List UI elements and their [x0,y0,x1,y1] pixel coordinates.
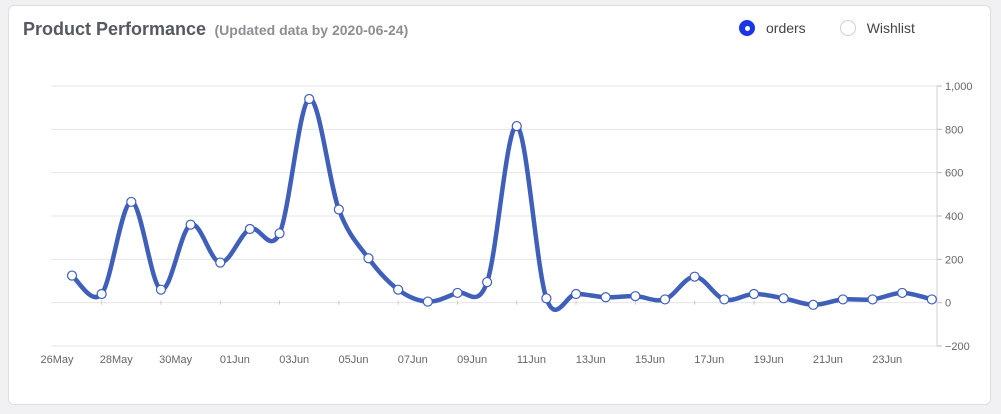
legend-label-wishlist: Wishlist [866,20,915,36]
x-tick-label: 07Jun [398,354,428,366]
data-point [659,294,671,305]
data-point [778,293,789,304]
data-point [363,253,374,264]
legend-item-wishlist[interactable]: Wishlist [839,20,915,36]
y-tick-label: −200 [945,341,970,353]
data-point [482,276,493,288]
data-point [897,287,908,299]
x-tick-label: 15Jun [635,354,665,366]
data-point [926,294,937,305]
series-line-orders [69,96,935,312]
data-point [570,288,582,300]
x-tick-label: 11Jun [517,354,546,366]
data-point [185,219,196,230]
data-point [748,288,760,300]
data-point [511,120,522,132]
x-tick-label: 17Jun [694,354,724,366]
x-tick-label: 01Jun [220,354,250,366]
x-tick-label: 05Jun [339,354,369,366]
data-point [808,299,819,310]
legend-label-orders: orders [766,20,806,36]
data-point [96,288,107,300]
data-point [452,287,463,299]
data-point [393,284,404,295]
data-point [66,270,78,281]
x-tick-label: 28May [100,354,134,366]
data-point [126,196,137,208]
data-point [541,293,552,304]
y-tick-label: 1,000 [945,81,973,93]
data-point [422,296,433,307]
x-tick-label: 21Jun [813,354,843,366]
data-point [215,257,226,268]
data-point [274,228,285,239]
data-point [333,204,344,215]
radio-unchecked-icon [839,20,856,36]
line-chart: 1,000 800 600 400 200 0 −200 26May 28May 30May 01J… [40,81,973,366]
data-point [719,294,730,305]
data-point [867,294,878,305]
data-point [244,223,255,235]
x-tick-label: 19Jun [754,354,784,366]
data-point [600,292,611,303]
x-tick-label: 03Jun [279,354,309,366]
radio-checked-icon [739,20,755,36]
chart-header: Product Performance (Updated data by 202… [23,19,408,40]
x-tick-label: 30May [159,354,193,366]
y-tick-label: 800 [945,124,963,136]
y-tick-label: 600 [945,168,963,180]
legend-item-orders[interactable]: orders [739,20,806,36]
chart-legend: orders Wishlist [739,20,915,36]
data-point [304,93,315,105]
chart-title: Product Performance [23,19,207,39]
x-tick-label: 13Jun [576,354,606,366]
x-tick-label: 26May [40,354,74,366]
y-tick-label: 200 [945,254,963,266]
data-point [155,284,167,295]
chart-subtitle: (Updated data by 2020-06-24) [214,22,409,38]
data-point [630,291,641,302]
x-tick-label: 09Jun [457,354,487,366]
chart-card: Product Performance (Updated data by 202… [8,5,991,405]
data-point [837,294,849,305]
y-tick-label: 400 [945,211,963,223]
x-tick-label: 23Jun [872,354,902,366]
y-tick-label: 0 [945,298,951,310]
data-point [689,271,700,282]
